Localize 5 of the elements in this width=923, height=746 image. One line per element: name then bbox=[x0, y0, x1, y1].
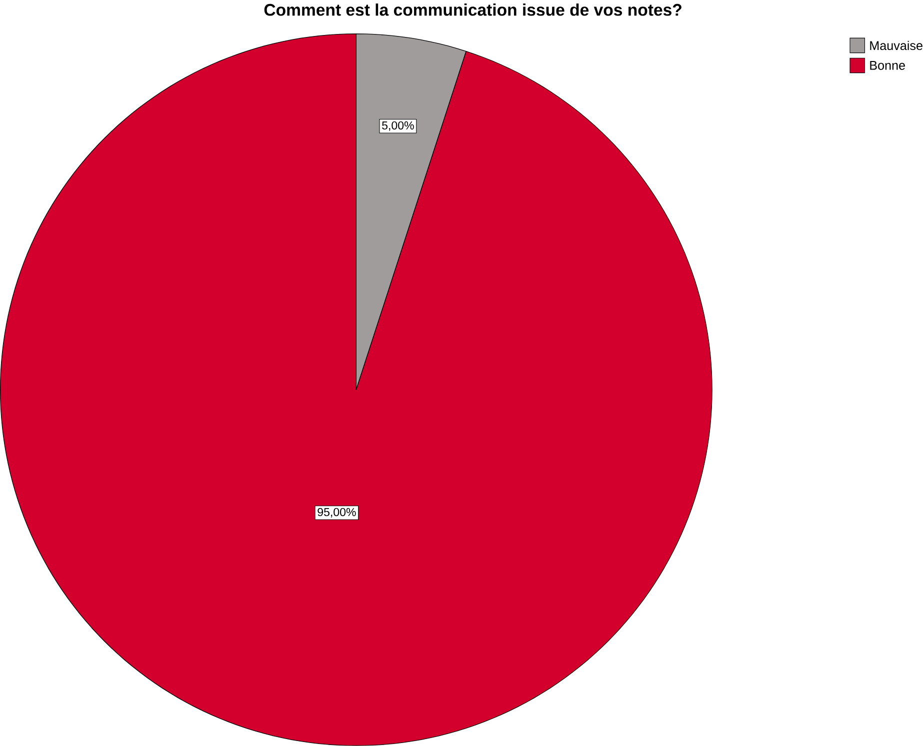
slice-label: Bonne bbox=[870, 61, 905, 70]
chart-title: Comment est la communication issue de vos notes? bbox=[264, 4, 682, 16]
data-label: 5,00% bbox=[382, 121, 414, 131]
legend-label: Mauvaise bbox=[870, 40, 922, 50]
data-label: 95,00% bbox=[318, 508, 356, 518]
